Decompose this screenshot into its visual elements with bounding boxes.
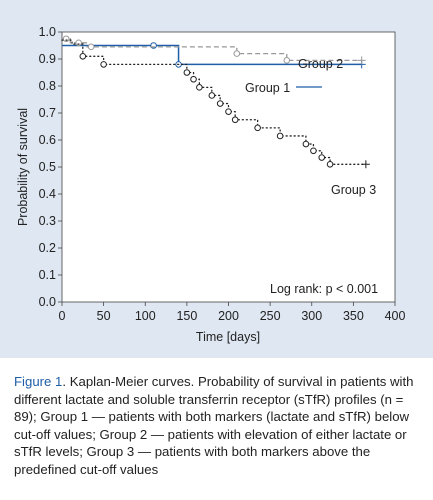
x-tick-label: 100 xyxy=(135,309,156,323)
censor-mark xyxy=(100,61,107,68)
y-tick-label: 0.0 xyxy=(39,295,56,309)
figure-caption: Figure 1. Kaplan-Meier curves. Probabili… xyxy=(14,373,426,479)
series-group-2: Group 2 xyxy=(62,35,366,71)
x-tick-label: 350 xyxy=(343,309,364,323)
x-tick-label: 200 xyxy=(218,309,239,323)
censor-mark xyxy=(318,154,326,161)
y-tick-label: 0.1 xyxy=(39,268,56,282)
survival-curve xyxy=(62,44,362,66)
x-tick-label: 50 xyxy=(97,309,111,323)
series-group-3: Group 3 xyxy=(61,39,376,197)
censor-mark xyxy=(326,161,334,168)
x-tick-label: 250 xyxy=(260,309,281,323)
censor-mark xyxy=(231,116,239,124)
y-axis-label: Probability of survival xyxy=(16,108,30,226)
y-tick-label: 0.8 xyxy=(39,79,56,93)
y-tick-label: 0.7 xyxy=(39,106,56,120)
censor-mark xyxy=(302,140,310,148)
censor-mark xyxy=(283,57,291,64)
y-tick-label: 1.0 xyxy=(39,25,56,39)
x-tick-label: 0 xyxy=(59,309,66,323)
x-axis-label: Time [days] xyxy=(196,330,260,344)
series-label: Group 3 xyxy=(331,183,376,197)
censor-mark xyxy=(183,69,191,76)
x-tick-label: 400 xyxy=(385,309,406,323)
end-marker xyxy=(357,56,366,65)
kaplan-meier-chart: Group 1 Group 2 Group 3 0 50 100 150 200 250 300… xyxy=(16,25,406,344)
censor-mark xyxy=(225,108,232,115)
y-tick-label: 0.5 xyxy=(39,160,56,174)
y-tick-label: 0.4 xyxy=(39,187,56,201)
censor-mark xyxy=(233,50,241,57)
y-tick-label: 0.2 xyxy=(39,241,56,255)
censor-mark xyxy=(87,43,95,51)
censor-mark xyxy=(276,132,284,140)
x-tick-label: 300 xyxy=(301,309,322,323)
survival-curve xyxy=(62,38,362,61)
x-tick-label: 150 xyxy=(176,309,197,323)
y-tick-label: 0.3 xyxy=(39,214,56,228)
censor-mark xyxy=(254,124,261,132)
series-label: Group 1 xyxy=(245,81,290,95)
caption-text: . Kaplan-Meier curves. Probability of su… xyxy=(14,374,414,477)
censor-mark xyxy=(208,92,216,99)
censor-mark xyxy=(75,39,82,47)
caption-label: Figure 1 xyxy=(14,374,63,389)
censor-mark xyxy=(310,147,317,155)
censor-mark xyxy=(196,84,203,91)
end-marker xyxy=(361,160,370,169)
censor-mark xyxy=(79,53,87,60)
series-label: Group 2 xyxy=(298,57,343,71)
plot-area xyxy=(61,31,396,303)
censor-mark xyxy=(216,100,224,107)
y-tick-label: 0.6 xyxy=(39,133,56,147)
y-tick-label: 0.9 xyxy=(39,52,56,66)
log-rank-annotation: Log rank: p < 0.001 xyxy=(270,282,378,296)
censor-mark xyxy=(190,75,197,83)
